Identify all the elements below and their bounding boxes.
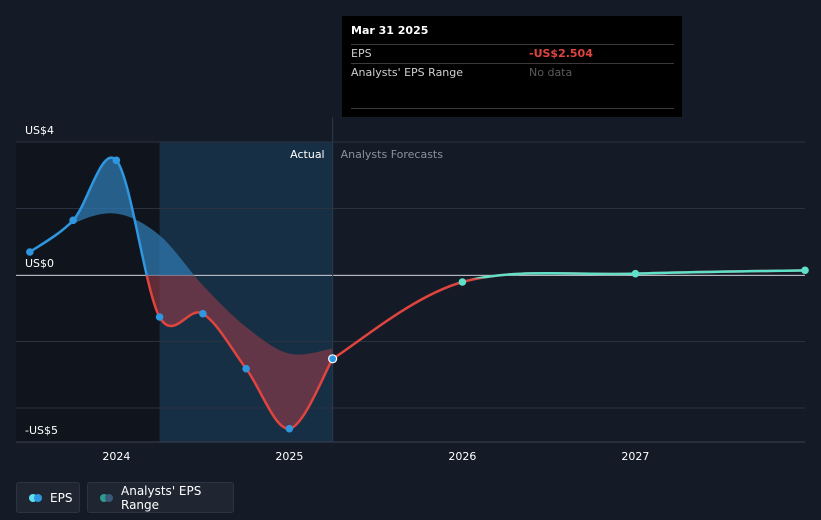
y-axis-labels: US$4 US$0 -US$5 <box>25 124 58 437</box>
tooltip-range-label: Analysts' EPS Range <box>351 66 464 79</box>
eps-point[interactable] <box>69 216 77 225</box>
tooltip-eps-row: EPS -US$2.504 <box>351 44 674 63</box>
tooltip-date: Mar 31 2025 <box>351 24 429 37</box>
y-tick-label: -US$5 <box>25 424 58 437</box>
legend-eps-label: EPS <box>50 490 73 505</box>
x-tick-label: 2025 <box>275 450 303 463</box>
eps-line-actual-negative <box>145 275 334 430</box>
tooltip-eps-value: -US$2.504 <box>529 47 593 60</box>
eps-point[interactable] <box>199 309 207 318</box>
eps-point[interactable] <box>328 354 338 364</box>
legend-eps[interactable]: EPS <box>16 482 80 513</box>
y-tick-label: US$0 <box>25 257 54 270</box>
tooltip-divider <box>351 108 674 109</box>
x-axis-labels: 2024 2025 2026 2027 <box>102 450 649 463</box>
eps-point[interactable] <box>285 424 294 433</box>
eps-point[interactable] <box>155 313 164 321</box>
legend-range-label: Analysts' EPS Range <box>121 483 202 512</box>
x-tick-label: 2024 <box>102 450 130 463</box>
range-band-positive <box>29 157 195 276</box>
tooltip-range-row: Analysts' EPS Range No data <box>351 63 674 82</box>
legend-analysts-range[interactable]: Analysts' EPS Range <box>87 482 234 513</box>
range-legend-icon <box>100 493 113 502</box>
tooltip-eps-label: EPS <box>351 47 372 60</box>
y-tick-label: US$4 <box>25 124 54 137</box>
region-label-actual: Actual <box>290 148 324 161</box>
eps-point[interactable] <box>242 364 250 373</box>
x-tick-label: 2027 <box>621 450 649 463</box>
eps-forecast-line <box>332 269 806 360</box>
range-band-negative <box>146 275 333 429</box>
eps-forecast-line-positive <box>472 269 806 279</box>
forecast-point[interactable] <box>458 278 467 286</box>
tooltip-range-value: No data <box>529 66 573 79</box>
eps-point[interactable] <box>26 248 34 256</box>
region-label-forecast: Analysts Forecasts <box>341 148 444 161</box>
eps-legend-icon <box>29 493 42 502</box>
tooltip: Mar 31 2025 EPS -US$2.504 Analysts' EPS … <box>342 16 682 117</box>
history-shade <box>16 142 160 442</box>
eps-point[interactable] <box>112 156 121 165</box>
x-tick-label: 2026 <box>448 450 476 463</box>
eps-line-actual-positive <box>29 156 149 276</box>
